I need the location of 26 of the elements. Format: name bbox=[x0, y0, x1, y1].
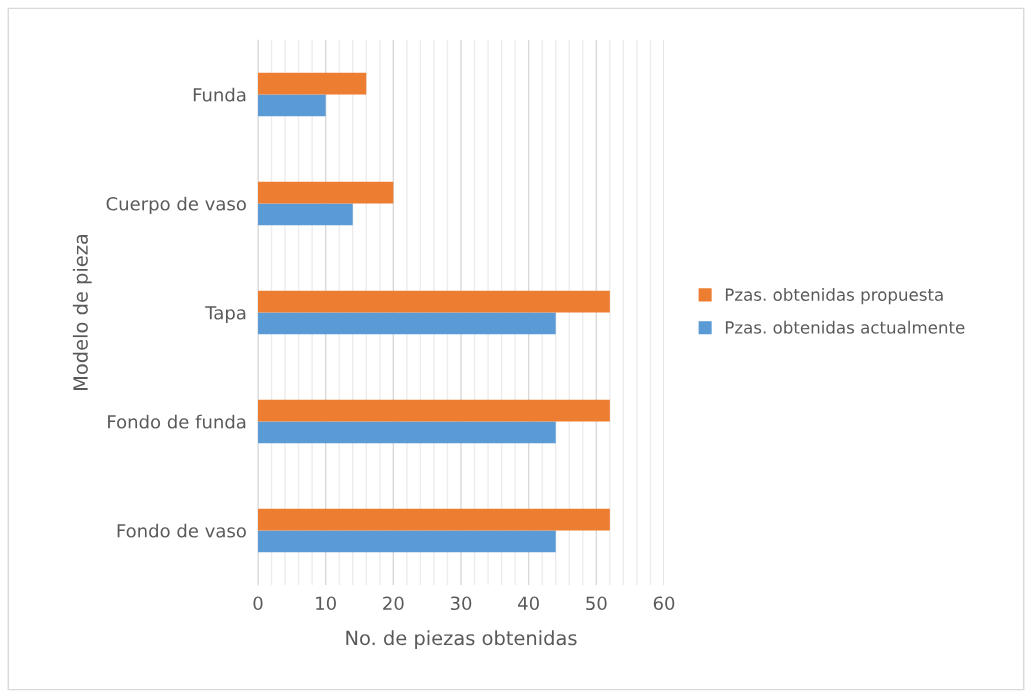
x-axis-title: No. de piezas obtenidas bbox=[346, 630, 577, 650]
bar bbox=[258, 203, 353, 226]
bar bbox=[258, 312, 556, 335]
x-tick-label: 0 bbox=[253, 596, 263, 611]
x-tick-label: 20 bbox=[383, 596, 404, 611]
y-tick-label: Cuerpo de vaso bbox=[106, 196, 246, 215]
x-tick-label: 30 bbox=[450, 596, 472, 611]
bar bbox=[258, 508, 610, 531]
bar bbox=[258, 290, 610, 313]
bar bbox=[258, 421, 556, 444]
y-axis-title: Modelo de pieza bbox=[72, 234, 92, 390]
x-tick-label: 50 bbox=[586, 596, 607, 611]
x-tick-label: 40 bbox=[518, 596, 539, 611]
bar bbox=[258, 72, 367, 95]
y-tick-label: Funda bbox=[193, 87, 246, 102]
x-tick-label: 10 bbox=[316, 596, 336, 611]
x-tick-label: 60 bbox=[653, 596, 675, 611]
bar bbox=[258, 530, 556, 553]
y-tick-label: Fondo de vaso bbox=[117, 523, 246, 538]
legend-label: Pzas. obtenidas propuesta bbox=[725, 288, 943, 305]
bar bbox=[258, 94, 326, 117]
legend-label: Pzas. obtenidas actualmente bbox=[725, 320, 965, 334]
y-tick-label: Tapa bbox=[205, 306, 246, 324]
bar bbox=[258, 181, 394, 204]
bar bbox=[258, 399, 610, 422]
y-tick-label: Fondo de funda bbox=[108, 414, 246, 429]
